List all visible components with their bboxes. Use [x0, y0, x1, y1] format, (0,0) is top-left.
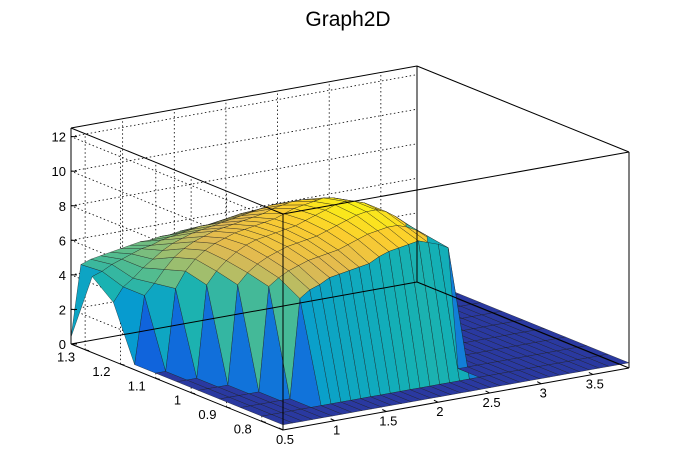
- x-tick-label: 2: [436, 404, 443, 419]
- grid-line-back-wall: [70, 108, 418, 172]
- surface-mesh: [70, 197, 630, 425]
- x-tick-label: 3: [540, 386, 547, 401]
- axis-ticks: 0.5 1 1.5 2 2.5 3 3.5 0.8 0.9 1 1.1 1.2 1.30 2 4 6 8 10 12: [52, 130, 604, 447]
- y-tick-label: 1: [174, 393, 181, 408]
- y-tick-label: 1.2: [92, 364, 110, 379]
- surface-cell: [597, 354, 630, 365]
- frame-edge: [416, 65, 630, 153]
- y-tick-label: 0.9: [198, 407, 216, 422]
- x-tick-mark: [330, 418, 335, 422]
- y-tick-mark: [226, 406, 231, 409]
- frame-edge: [70, 65, 418, 129]
- chart-title: Graph2D: [305, 8, 390, 31]
- y-tick-label: 1.3: [57, 350, 75, 365]
- y-tick-mark: [261, 420, 266, 423]
- z-tick-label: 2: [59, 302, 66, 317]
- x-tick-mark: [382, 409, 387, 412]
- x-tick-mark: [536, 381, 542, 385]
- x-tick-mark: [433, 399, 439, 403]
- x-tick-label: 0.5: [276, 432, 294, 447]
- frame-edge: [70, 281, 418, 345]
- frame-edge: [282, 367, 630, 431]
- y-tick-label: 1.1: [128, 378, 146, 393]
- grid-line-back-wall: [70, 143, 418, 207]
- z-tick-label: 12: [52, 130, 66, 145]
- frame-edge: [416, 281, 630, 369]
- grid-line-back-wall: [70, 74, 418, 138]
- axis-frame: [70, 65, 630, 431]
- x-tick-label: 2.5: [483, 395, 501, 410]
- z-tick-label: 10: [52, 164, 66, 179]
- frame-edge: [70, 127, 284, 215]
- z-tick-label: 0: [59, 337, 66, 352]
- y-tick-mark: [120, 363, 125, 366]
- x-tick-mark: [588, 372, 594, 375]
- grid-line-left-wall: [70, 136, 284, 224]
- x-tick-label: 3.5: [586, 376, 604, 391]
- frame-edge: [282, 151, 630, 215]
- x-tick-mark: [485, 390, 490, 394]
- y-tick-mark: [85, 349, 90, 352]
- z-tick-label: 6: [59, 233, 66, 248]
- y-tick-label: 0.8: [234, 421, 252, 436]
- y-tick-mark: [191, 392, 196, 395]
- y-tick-mark: [155, 377, 160, 380]
- frame-edge: [70, 343, 284, 431]
- x-tick-mark: [278, 427, 284, 431]
- z-tick-label: 8: [59, 199, 66, 214]
- x-tick-label: 1: [333, 423, 340, 438]
- z-tick-label: 4: [59, 268, 66, 283]
- grid-line-back-wall: [70, 177, 418, 241]
- x-tick-label: 1.5: [379, 413, 397, 428]
